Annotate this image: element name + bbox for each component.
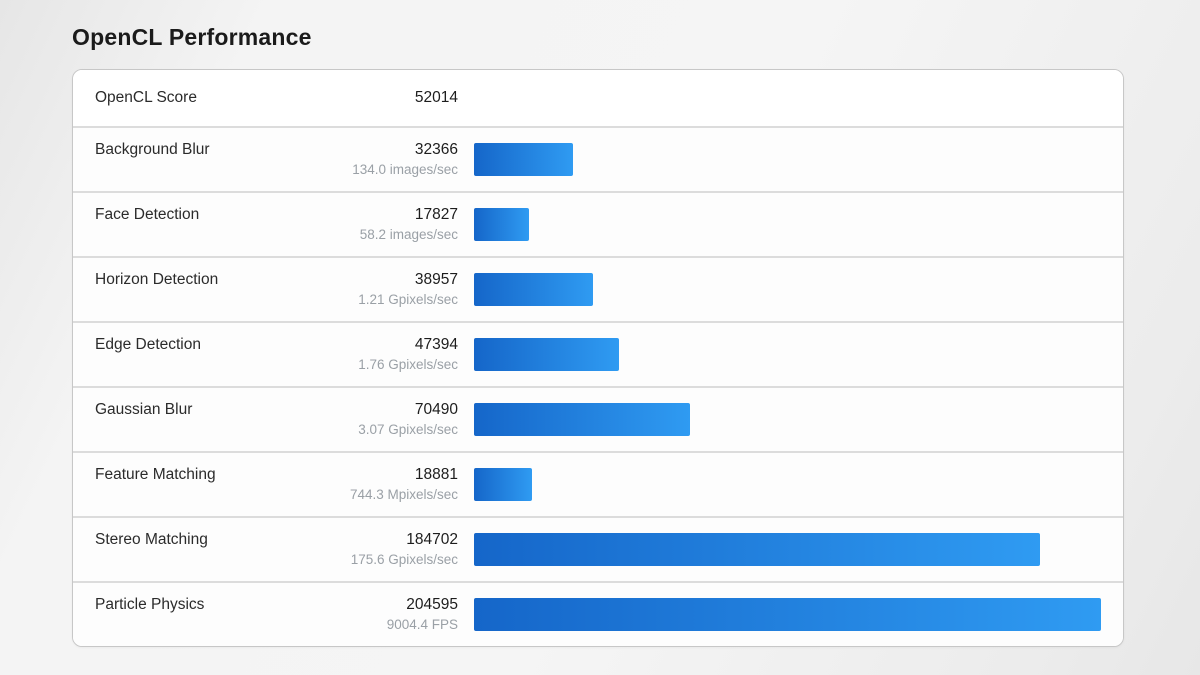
benchmark-score-col: 18881 744.3 Mpixels/sec xyxy=(303,465,458,504)
benchmark-bar-col xyxy=(458,338,1123,371)
score-bar xyxy=(474,468,532,501)
benchmark-bar-col xyxy=(458,143,1123,176)
benchmark-rate: 134.0 images/sec xyxy=(352,162,458,177)
score-bar xyxy=(474,403,691,436)
benchmark-row: Gaussian Blur 70490 3.07 Gpixels/sec xyxy=(73,386,1123,451)
benchmark-name: Particle Physics xyxy=(95,595,205,613)
benchmark-score-col: 38957 1.21 Gpixels/sec xyxy=(303,270,458,309)
benchmark-name: Feature Matching xyxy=(95,465,216,483)
benchmark-score: 184702 xyxy=(406,531,458,548)
benchmark-name: Gaussian Blur xyxy=(95,400,193,418)
score-bar xyxy=(474,143,574,176)
score-bar xyxy=(474,598,1101,631)
benchmark-score: 204595 xyxy=(406,596,458,613)
benchmark-score: 47394 xyxy=(414,336,458,353)
results-card: OpenCL Score 52014 Background Blur 32366… xyxy=(72,69,1124,647)
summary-score-label: OpenCL Score xyxy=(95,89,197,106)
benchmark-bar-col xyxy=(458,468,1123,501)
summary-score-col: 52014 xyxy=(303,88,458,108)
benchmark-bar-col xyxy=(458,533,1123,566)
benchmark-rate: 1.21 Gpixels/sec xyxy=(358,292,458,307)
benchmark-score-col: 47394 1.76 Gpixels/sec xyxy=(303,335,458,374)
benchmark-bar-col xyxy=(458,273,1123,306)
summary-score-value: 52014 xyxy=(414,89,458,106)
benchmark-rate: 744.3 Mpixels/sec xyxy=(349,487,458,502)
score-bar xyxy=(474,533,1041,566)
benchmark-score-col: 17827 58.2 images/sec xyxy=(303,205,458,244)
benchmark-score: 38957 xyxy=(414,271,458,288)
benchmark-score: 18881 xyxy=(414,466,458,483)
benchmark-name: Edge Detection xyxy=(95,335,201,353)
benchmark-score: 32366 xyxy=(414,141,458,158)
benchmark-row: Face Detection 17827 58.2 images/sec xyxy=(73,191,1123,256)
benchmark-name: Stereo Matching xyxy=(95,530,208,548)
benchmark-rate: 3.07 Gpixels/sec xyxy=(358,422,458,437)
benchmark-name: Background Blur xyxy=(95,140,210,158)
summary-row: OpenCL Score 52014 xyxy=(73,70,1123,126)
benchmark-rate: 9004.4 FPS xyxy=(386,617,458,632)
benchmark-row: Particle Physics 204595 9004.4 FPS xyxy=(73,581,1123,646)
benchmark-name: Horizon Detection xyxy=(95,270,219,288)
benchmark-rate: 1.76 Gpixels/sec xyxy=(358,357,458,372)
score-bar xyxy=(474,273,594,306)
benchmark-row: Background Blur 32366 134.0 images/sec xyxy=(73,126,1123,191)
benchmark-rate: 58.2 images/sec xyxy=(359,227,458,242)
benchmark-bar-col xyxy=(458,598,1123,631)
benchmark-results-page: OpenCL Performance OpenCL Score 52014 Ba… xyxy=(72,24,1124,647)
benchmark-row: Horizon Detection 38957 1.21 Gpixels/sec xyxy=(73,256,1123,321)
benchmark-bar-col xyxy=(458,208,1123,241)
benchmark-score: 70490 xyxy=(414,401,458,418)
benchmark-row: Edge Detection 47394 1.76 Gpixels/sec xyxy=(73,321,1123,386)
benchmark-row: Stereo Matching 184702 175.6 Gpixels/sec xyxy=(73,516,1123,581)
benchmark-name: Face Detection xyxy=(95,205,200,223)
benchmark-row: Feature Matching 18881 744.3 Mpixels/sec xyxy=(73,451,1123,516)
benchmark-score-col: 184702 175.6 Gpixels/sec xyxy=(303,530,458,569)
benchmark-score-col: 32366 134.0 images/sec xyxy=(303,140,458,179)
score-bar xyxy=(474,338,620,371)
benchmark-rate: 175.6 Gpixels/sec xyxy=(350,552,458,567)
benchmark-score: 17827 xyxy=(414,206,458,223)
score-bar xyxy=(474,208,529,241)
benchmark-score-col: 70490 3.07 Gpixels/sec xyxy=(303,400,458,439)
benchmark-bar-col xyxy=(458,403,1123,436)
page-title: OpenCL Performance xyxy=(72,24,312,50)
benchmark-score-col: 204595 9004.4 FPS xyxy=(303,595,458,634)
